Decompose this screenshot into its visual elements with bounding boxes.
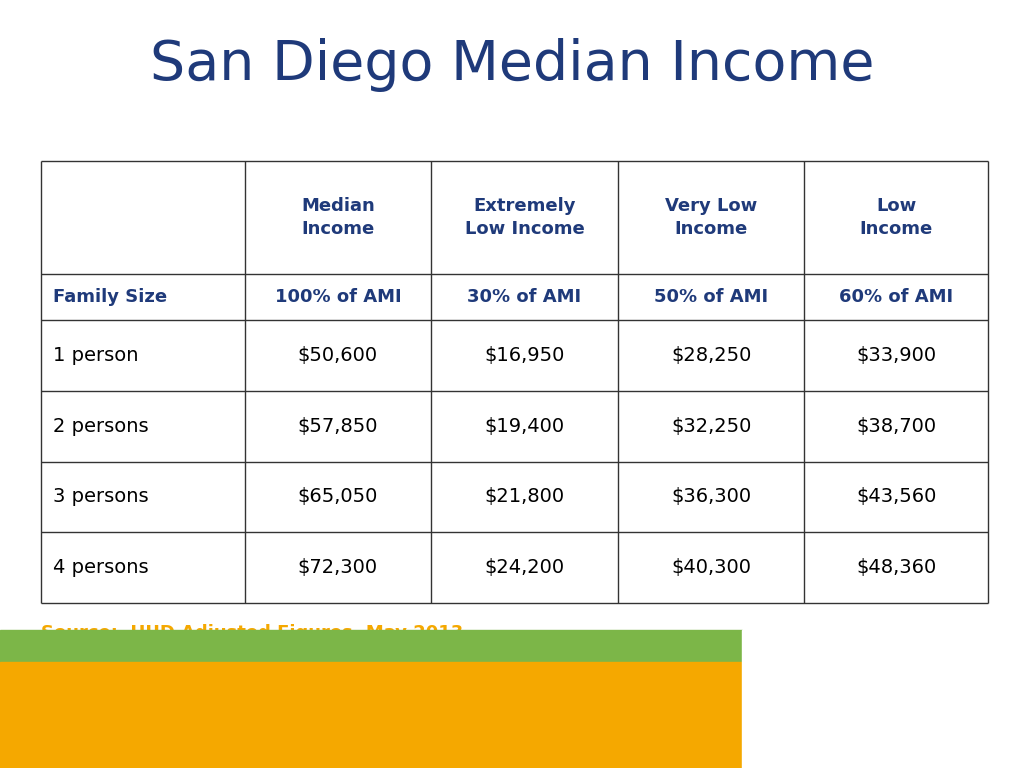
Text: Family Size: Family Size [53, 288, 167, 306]
Polygon shape [778, 708, 804, 720]
Text: $38,700: $38,700 [856, 417, 936, 435]
Text: Very Low
Income: Very Low Income [665, 197, 757, 237]
Text: $16,950: $16,950 [484, 346, 564, 365]
Text: Extremely
Low Income: Extremely Low Income [465, 197, 585, 237]
Text: HOUSING: HOUSING [845, 683, 962, 703]
Text: Low
Income: Low Income [860, 197, 933, 237]
Text: $32,250: $32,250 [671, 417, 752, 435]
Text: Median
Income: Median Income [301, 197, 375, 237]
Text: 4 persons: 4 persons [53, 558, 148, 577]
Text: 2 persons: 2 persons [53, 417, 148, 435]
Text: $21,800: $21,800 [484, 488, 564, 506]
Text: $36,300: $36,300 [671, 488, 752, 506]
Text: $65,050: $65,050 [298, 488, 378, 506]
Text: $50,600: $50,600 [298, 346, 378, 365]
Bar [778, 720, 804, 751]
Text: Source:  HUD Adjusted Figures, May 2013: Source: HUD Adjusted Figures, May 2013 [41, 624, 463, 642]
Text: SAN DIEGO: SAN DIEGO [845, 651, 914, 662]
Text: 100% of AMI: 100% of AMI [274, 288, 401, 306]
Text: $28,250: $28,250 [671, 346, 752, 365]
Text: $40,300: $40,300 [671, 558, 752, 577]
Text: San Diego Median Income: San Diego Median Income [150, 38, 874, 92]
Text: $33,900: $33,900 [856, 346, 936, 365]
Text: $43,560: $43,560 [856, 488, 937, 506]
Text: 30% of AMI: 30% of AMI [467, 288, 582, 306]
Text: $57,850: $57,850 [298, 417, 378, 435]
Text: 1 person: 1 person [53, 346, 138, 365]
Text: $24,200: $24,200 [484, 558, 564, 577]
Text: 60% of AMI: 60% of AMI [840, 288, 953, 306]
Text: FEDERATION: FEDERATION [845, 721, 1001, 741]
Text: 50% of AMI: 50% of AMI [654, 288, 768, 306]
Bar [766, 693, 815, 751]
Polygon shape [757, 646, 825, 690]
Text: $19,400: $19,400 [484, 417, 564, 435]
Text: $48,360: $48,360 [856, 558, 936, 577]
Text: $72,300: $72,300 [298, 558, 378, 577]
Text: 3 persons: 3 persons [53, 488, 148, 506]
